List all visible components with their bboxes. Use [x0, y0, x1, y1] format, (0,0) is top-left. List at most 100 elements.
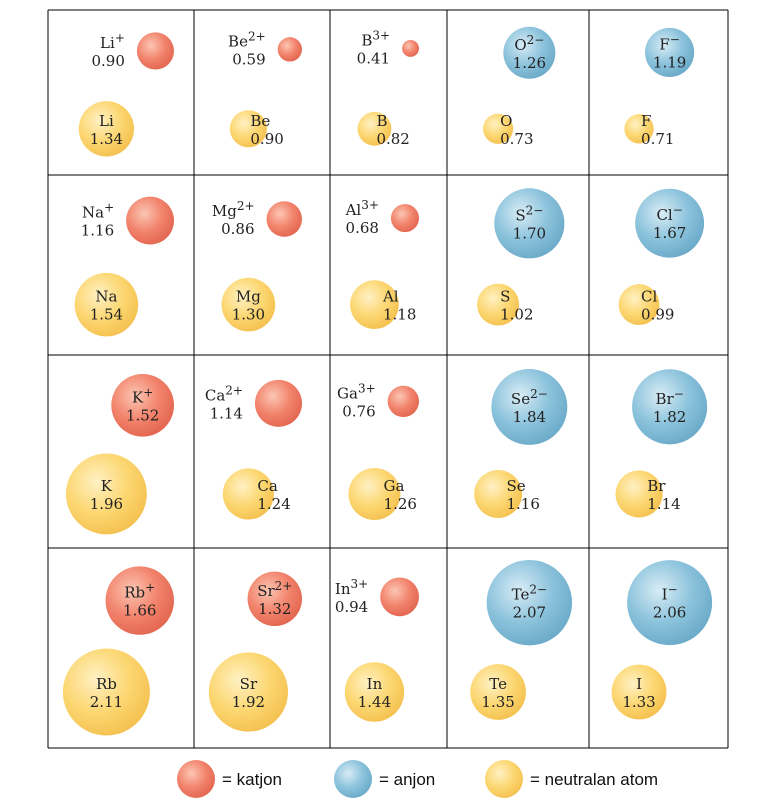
legend-anion-label: = anjon — [379, 770, 435, 789]
grid-lines — [47, 9, 729, 749]
atom-radius-value: 0.82 — [376, 130, 409, 148]
atom-circle-se — [474, 470, 523, 518]
atom-radius-value: 1.34 — [90, 130, 123, 148]
element-cell-o: O2−1.26 O0.73 — [483, 26, 556, 148]
atom-radius-value: 1.30 — [232, 306, 265, 324]
ion-symbol: Cl− — [656, 203, 682, 224]
ion-circle-br — [632, 369, 708, 445]
atom-radius-value: 1.16 — [506, 495, 539, 513]
element-cell-i: I−2.06 I1.33 — [611, 560, 713, 720]
atom-circle-te — [470, 664, 526, 720]
ion-radius-value: 1.14 — [210, 404, 243, 422]
ion-circle-o — [503, 26, 556, 79]
atom-radius-value: 1.92 — [232, 693, 265, 711]
ion-radius-value: 0.90 — [91, 52, 124, 70]
ion-symbol: Be2+ — [228, 29, 266, 50]
atom-radius-value: 1.02 — [500, 306, 533, 324]
atom-radius-value: 0.73 — [500, 130, 533, 148]
atom-circle-ca — [222, 468, 274, 520]
atom-symbol: S — [500, 288, 510, 306]
element-cell-al: Al3+0.68 Al1.18 — [345, 198, 419, 329]
ion-symbol: Te2− — [512, 583, 547, 604]
atom-circle-sr — [208, 652, 288, 732]
element-cell-se: Se2−1.84 Se1.16 — [474, 368, 568, 518]
ion-circle-ga — [387, 385, 420, 418]
atom-circle-br — [615, 470, 663, 518]
ion-radius-value: 0.41 — [357, 49, 390, 67]
atom-radius-value: 1.14 — [647, 495, 680, 513]
ion-symbol: In3+ — [335, 577, 368, 598]
atom-circle-rb — [62, 648, 150, 736]
atom-circle-li — [78, 101, 135, 157]
ion-circle-ca — [254, 379, 302, 427]
ion-radius-value: 0.86 — [221, 220, 254, 238]
atom-circle-al — [350, 280, 399, 329]
atom-symbol: In — [367, 675, 383, 693]
ion-circle-in — [380, 577, 419, 617]
ion-circle-rb — [105, 566, 174, 635]
atom-symbol: Te — [489, 675, 507, 693]
element-cell-be: Be2+0.59 Be0.90 — [228, 29, 302, 148]
ion-radius-value: 0.76 — [342, 402, 375, 420]
atom-circle-ga — [348, 467, 401, 520]
atom-symbol: B — [376, 112, 387, 130]
atom-symbol: Li — [99, 112, 114, 130]
legend-cation-swatch — [177, 760, 215, 798]
atom-radius-value: 0.71 — [641, 130, 674, 148]
ion-symbol: I− — [662, 583, 678, 604]
ion-symbol: S2− — [515, 203, 543, 224]
atom-symbol: Mg — [236, 288, 261, 306]
element-cell-s: S2−1.70 S1.02 — [477, 188, 565, 326]
legend: = katjon = anjon = neutralan atom — [177, 760, 658, 798]
atom-radius-value: 1.44 — [358, 693, 391, 711]
ion-symbol: F− — [659, 32, 679, 53]
element-cell-sr: Sr2+1.32 Sr1.92 — [208, 571, 302, 732]
ion-symbol: Ga3+ — [337, 381, 376, 402]
atom-symbol: Ca — [257, 477, 277, 495]
ion-circle-sr — [247, 571, 302, 627]
atom-circle-f — [624, 114, 654, 144]
ion-symbol: Al3+ — [345, 198, 379, 219]
atom-radius-value: 0.90 — [250, 130, 283, 148]
atom-symbol: F — [641, 112, 651, 130]
atom-radius-value: 1.96 — [90, 495, 123, 513]
atom-circle-cl — [618, 284, 660, 326]
atom-symbol: I — [636, 675, 642, 693]
element-cell-br: Br−1.82 Br1.14 — [615, 369, 708, 518]
atom-circle-mg — [221, 277, 276, 332]
ion-symbol: Br− — [655, 387, 683, 408]
element-cell-in: In3+0.94 In1.44 — [335, 577, 419, 722]
element-cell-ca: Ca2+1.14 Ca1.24 — [205, 379, 302, 520]
ion-radius-value: 1.52 — [126, 406, 159, 424]
element-cell-rb: Rb+1.66 Rb2.11 — [62, 566, 174, 736]
ion-symbol: Mg2+ — [212, 199, 255, 220]
ion-circle-cl — [635, 188, 705, 258]
atom-circle-k — [65, 453, 147, 535]
ion-radius-value: 1.32 — [258, 600, 291, 618]
atom-circle-s — [477, 283, 520, 326]
atom-radius-value: 1.35 — [481, 693, 514, 711]
element-cell-ga: Ga3+0.76 Ga1.26 — [337, 381, 420, 520]
element-cell-f: F−1.19 F0.71 — [624, 27, 695, 148]
atom-radius-value: 2.11 — [90, 693, 123, 711]
atom-symbol: Br — [647, 477, 666, 495]
ion-circle-b — [402, 39, 420, 57]
ion-radius-value: 2.07 — [513, 604, 546, 622]
legend-neutral-swatch — [485, 760, 523, 798]
ion-radius-value: 1.67 — [653, 224, 686, 242]
ion-circle-al — [390, 204, 419, 233]
legend-anion-swatch — [334, 760, 372, 798]
ion-circle-s — [494, 188, 565, 259]
atom-symbol: O — [500, 112, 512, 130]
ion-circle-i — [627, 560, 713, 646]
atom-circle-b — [357, 111, 392, 146]
atom-radius-value: 1.33 — [622, 693, 655, 711]
atom-symbol: Na — [95, 288, 117, 306]
ion-circle-k — [111, 373, 174, 437]
element-cell-te: Te2−2.07 Te1.35 — [470, 559, 573, 720]
element-cell-k: K+1.52 K1.96 — [65, 373, 174, 535]
atom-radius-value: 1.26 — [384, 495, 417, 513]
ion-circle-be — [277, 37, 302, 62]
element-cell-b: B3+0.41 B0.82 — [357, 28, 420, 148]
ion-circle-te — [486, 559, 573, 646]
